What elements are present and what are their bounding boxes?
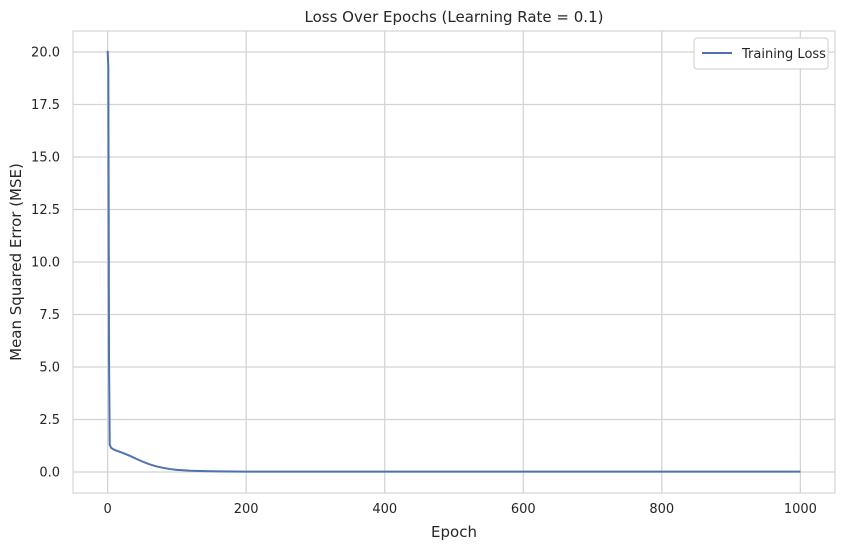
legend-box — [693, 37, 829, 70]
series-layer — [106, 50, 801, 473]
legend: Training Loss — [693, 37, 829, 70]
grid — [73, 31, 835, 493]
chart-title: Loss Over Epochs (Learning Rate = 0.1) — [305, 8, 604, 26]
y-tick-label: 2.5 — [39, 413, 60, 428]
x-axis-label: Epoch — [431, 523, 477, 541]
y-tick-label: 10.0 — [31, 256, 60, 271]
legend-label: Training Loss — [741, 47, 826, 62]
x-tick-label: 600 — [511, 502, 536, 517]
series-line-training-loss — [106, 50, 801, 473]
x-tick-label: 200 — [234, 502, 259, 517]
y-tick-label: 15.0 — [31, 151, 60, 166]
x-tick-label: 0 — [103, 502, 111, 517]
x-tick-label: 400 — [372, 502, 397, 517]
y-tick-label: 17.5 — [31, 98, 60, 113]
y-tick-label: 20.0 — [31, 46, 60, 61]
y-tick-label: 0.0 — [39, 466, 60, 481]
x-tick-label: 1000 — [784, 502, 817, 517]
y-tick-label: 7.5 — [39, 308, 60, 323]
plot-frame — [72, 30, 836, 494]
tick-labels: 0 200 400 600 800 1000 0.0 2.5 5.0 7.5 10.0 12.5 15.… — [31, 46, 817, 518]
y-tick-label: 12.5 — [31, 203, 60, 218]
x-tick-label: 800 — [649, 502, 674, 517]
y-tick-label: 5.0 — [39, 361, 60, 376]
y-axis-label: Mean Squared Error (MSE) — [7, 163, 25, 361]
